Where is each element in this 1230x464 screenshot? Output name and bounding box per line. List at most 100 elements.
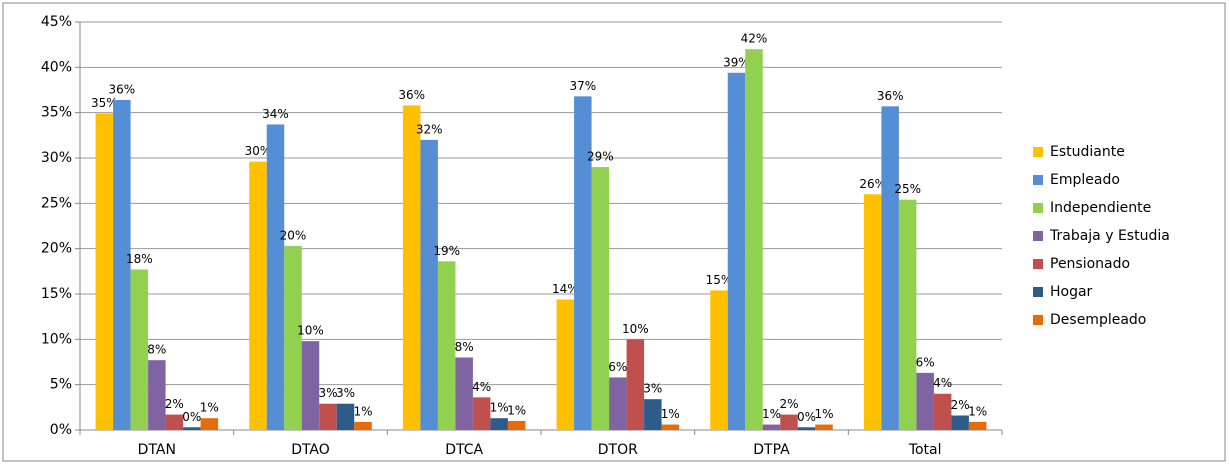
- value-label: 1%: [814, 407, 833, 421]
- bar: [797, 427, 816, 430]
- legend-swatch: [1033, 231, 1043, 241]
- value-label: 3%: [643, 382, 662, 396]
- bar: [266, 124, 285, 430]
- value-label: 18%: [126, 252, 153, 266]
- y-tick-label: 40%: [41, 59, 72, 75]
- bar: [710, 290, 728, 430]
- legend-label: Desempleado: [1050, 312, 1146, 328]
- value-label: 2%: [951, 398, 970, 412]
- value-label: 2%: [165, 397, 184, 411]
- bar: [762, 424, 781, 430]
- x-tick-label: Total: [908, 442, 942, 458]
- legend-swatch: [1033, 315, 1043, 325]
- y-tick-label: 20%: [41, 241, 72, 257]
- value-label: 3%: [336, 386, 355, 400]
- legend-swatch: [1033, 259, 1043, 269]
- value-label: 42%: [741, 32, 768, 46]
- value-label: 8%: [147, 343, 166, 357]
- bar: [609, 377, 627, 430]
- value-label: 15%: [706, 273, 733, 287]
- x-tick-label: DTPA: [753, 442, 790, 458]
- bar: [881, 106, 899, 430]
- bar: [490, 418, 508, 430]
- bar: [968, 421, 987, 430]
- bar: [574, 96, 592, 430]
- y-tick-label: 15%: [41, 286, 72, 302]
- legend-label: Hogar: [1050, 284, 1093, 300]
- bar: [130, 269, 149, 430]
- bar: [951, 415, 969, 430]
- bar: [780, 414, 798, 430]
- value-label: 32%: [416, 122, 443, 136]
- value-label: 39%: [723, 55, 750, 69]
- bar: [336, 403, 355, 430]
- bar: [113, 99, 131, 431]
- value-label: 36%: [398, 88, 425, 102]
- value-label: 6%: [916, 355, 935, 369]
- value-label: 4%: [933, 376, 952, 390]
- bar: [437, 261, 456, 430]
- bar: [556, 299, 575, 430]
- value-label: 36%: [877, 89, 904, 103]
- value-label: 1%: [661, 407, 680, 421]
- bar: [420, 139, 438, 430]
- bar: [165, 414, 184, 430]
- bar: [745, 49, 763, 430]
- value-label: 6%: [608, 360, 627, 374]
- bar: [626, 339, 645, 430]
- legend-label: Empleado: [1050, 172, 1120, 188]
- bar: [200, 418, 219, 430]
- value-label: 25%: [894, 182, 921, 196]
- value-label: 34%: [262, 107, 289, 121]
- value-label: 1%: [762, 407, 781, 421]
- x-tick-label: DTAN: [138, 442, 176, 458]
- value-label: 2%: [779, 397, 798, 411]
- value-label: 20%: [280, 228, 307, 242]
- bar: [95, 113, 114, 430]
- value-label: 26%: [859, 177, 886, 191]
- bar: [354, 421, 372, 430]
- legend-label: Estudiante: [1050, 144, 1125, 160]
- value-label: 1%: [200, 401, 219, 415]
- y-tick-label: 35%: [41, 105, 72, 121]
- value-label: 14%: [552, 282, 579, 296]
- legend-swatch: [1033, 287, 1043, 297]
- legend-swatch: [1033, 147, 1043, 157]
- value-label: 29%: [587, 150, 614, 164]
- legend-label: Pensionado: [1050, 256, 1130, 272]
- legend-swatch: [1033, 203, 1043, 213]
- legend-label: Independiente: [1050, 200, 1151, 216]
- value-label: 3%: [318, 386, 337, 400]
- legend-label: Trabaja y Estudia: [1049, 228, 1170, 244]
- value-label: 1%: [353, 404, 372, 418]
- bar: [661, 424, 680, 430]
- value-label: 10%: [297, 324, 324, 338]
- bar: [898, 199, 917, 430]
- value-label: 0%: [797, 410, 816, 424]
- value-label: 4%: [472, 380, 491, 394]
- bar: [591, 167, 610, 431]
- y-tick-label: 30%: [41, 150, 72, 166]
- bar: [644, 399, 662, 430]
- value-label: 30%: [245, 144, 272, 158]
- bar: [815, 424, 833, 430]
- y-tick-label: 45%: [41, 14, 72, 30]
- x-tick-label: DTAO: [291, 442, 330, 458]
- bar: [472, 397, 491, 430]
- x-tick-label: DTCA: [445, 442, 483, 458]
- bar: [183, 427, 201, 430]
- value-label: 37%: [569, 79, 596, 93]
- bar: [933, 393, 952, 430]
- bar: [301, 341, 320, 430]
- value-label: 0%: [182, 410, 201, 424]
- bar: [249, 161, 267, 431]
- legend-swatch: [1033, 175, 1043, 185]
- value-label: 1%: [968, 404, 987, 418]
- value-label: 8%: [455, 340, 474, 354]
- y-tick-label: 0%: [50, 422, 72, 438]
- value-label: 35%: [91, 96, 118, 110]
- y-tick-label: 25%: [41, 195, 72, 211]
- x-tick-label: DTOR: [598, 442, 638, 458]
- bar: [455, 357, 473, 430]
